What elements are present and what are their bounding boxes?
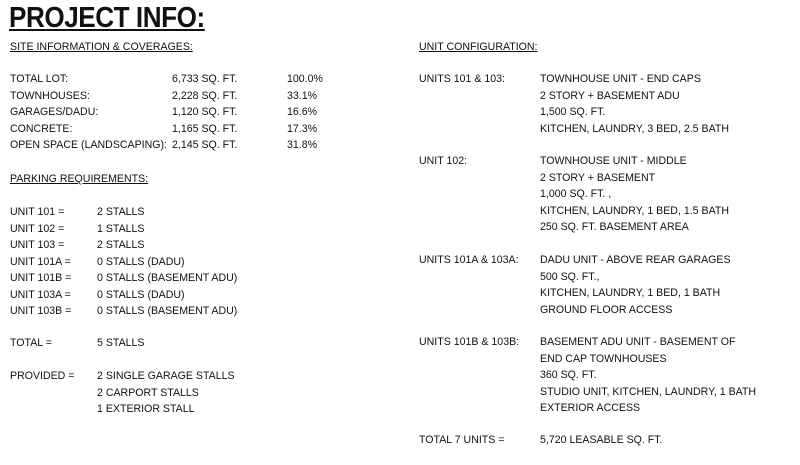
parking-total-label: TOTAL = xyxy=(10,337,52,349)
parking-value: 0 STALLS (BASEMENT ADU) xyxy=(97,305,238,317)
unit-label: UNITS 101 & 103: xyxy=(419,73,505,85)
parking-value: 0 STALLS (BASEMENT ADU) xyxy=(97,272,238,284)
parking-label: UNIT 103 = xyxy=(10,239,65,251)
provided-label: PROVIDED = xyxy=(10,370,75,382)
unit-label: UNITS 101B & 103B: xyxy=(419,336,520,348)
site-percent: 33.1% xyxy=(287,89,318,102)
unit-detail: KITCHEN, LAUNDRY, 1 BED, 1 BATH xyxy=(540,287,721,299)
site-area: 1,165 SQ. FT. xyxy=(172,122,238,135)
page-title: PROJECT INFO: xyxy=(9,2,205,34)
parking-heading: PARKING REQUIREMENTS: xyxy=(10,173,149,185)
unit-label: UNITS 101A & 103A: xyxy=(419,254,519,266)
units-total-value: 5,720 LEASABLE SQ. FT. xyxy=(540,434,663,446)
site-label: GARAGES/DADU: xyxy=(10,106,99,118)
unit-detail: STUDIO UNIT, KITCHEN, LAUNDRY, 1 BATH xyxy=(540,385,757,398)
unit-detail: 500 SQ. FT., xyxy=(540,270,600,283)
site-area: 2,145 SQ. FT. xyxy=(172,139,238,151)
unit-detail: KITCHEN, LAUNDRY, 1 BED, 1.5 BATH xyxy=(540,204,729,217)
unit-detail: END CAP TOWNHOUSES xyxy=(540,352,667,365)
unit-detail: TOWNHOUSE UNIT - END CAPS xyxy=(540,73,701,85)
units-total-label: TOTAL 7 UNITS = xyxy=(419,434,505,446)
parking-label: UNIT 101B = xyxy=(10,272,72,284)
parking-value: 2 STALLS xyxy=(97,206,145,218)
parking-value: 0 STALLS (DADU) xyxy=(97,288,185,301)
site-percent: 17.3% xyxy=(287,122,318,135)
parking-value: 1 STALLS xyxy=(97,222,145,235)
site-area: 6,733 SQ. FT. xyxy=(172,73,238,85)
provided-line: 2 SINGLE GARAGE STALLS xyxy=(97,370,235,382)
site-percent: 31.8% xyxy=(287,139,318,151)
unit-detail: 2 STORY + BASEMENT xyxy=(540,171,656,184)
provided-line: 2 CARPORT STALLS xyxy=(97,386,199,399)
parking-value: 2 STALLS xyxy=(97,239,145,251)
provided-line: 1 EXTERIOR STALL xyxy=(97,403,195,415)
site-label: TOTAL LOT: xyxy=(10,73,69,85)
site-label: CONCRETE: xyxy=(10,122,73,135)
parking-label: UNIT 102 = xyxy=(10,222,65,235)
site-percent: 16.6% xyxy=(287,106,318,118)
unit-label: UNIT 102: xyxy=(419,155,468,167)
unit-detail: EXTERIOR ACCESS xyxy=(540,402,641,414)
parking-label: UNIT 103A = xyxy=(10,288,71,301)
site-heading: SITE INFORMATION & COVERAGES: xyxy=(10,41,193,53)
parking-label: UNIT 101A = xyxy=(10,255,71,268)
site-area: 2,228 SQ. FT. xyxy=(172,89,238,102)
site-label: TOWNHOUSES: xyxy=(10,89,90,102)
parking-value: 0 STALLS (DADU) xyxy=(97,255,185,268)
site-area: 1,120 SQ. FT. xyxy=(172,106,238,118)
unit-detail: 1,000 SQ. FT. , xyxy=(540,188,612,200)
unit-detail: 360 SQ. FT. xyxy=(540,369,597,381)
unit-detail: 250 SQ. FT. BASEMENT AREA xyxy=(540,221,689,233)
parking-label: UNIT 101 = xyxy=(10,206,65,218)
unit-detail: 1,500 SQ. FT. xyxy=(540,106,606,118)
parking-label: UNIT 103B = xyxy=(10,305,72,317)
units-heading: UNIT CONFIGURATION: xyxy=(419,41,538,53)
unit-detail: KITCHEN, LAUNDRY, 3 BED, 2.5 BATH xyxy=(540,122,729,135)
parking-total-value: 5 STALLS xyxy=(97,337,145,349)
unit-detail: GROUND FLOOR ACCESS xyxy=(540,303,673,316)
unit-detail: TOWNHOUSE UNIT - MIDDLE xyxy=(540,155,687,167)
unit-detail: DADU UNIT - ABOVE REAR GARAGES xyxy=(540,254,731,266)
site-label: OPEN SPACE (LANDSCAPING): xyxy=(10,139,167,151)
unit-detail: 2 STORY + BASEMENT ADU xyxy=(540,89,680,102)
unit-detail: BASEMENT ADU UNIT - BASEMENT OF xyxy=(540,336,736,348)
site-percent: 100.0% xyxy=(287,73,323,85)
